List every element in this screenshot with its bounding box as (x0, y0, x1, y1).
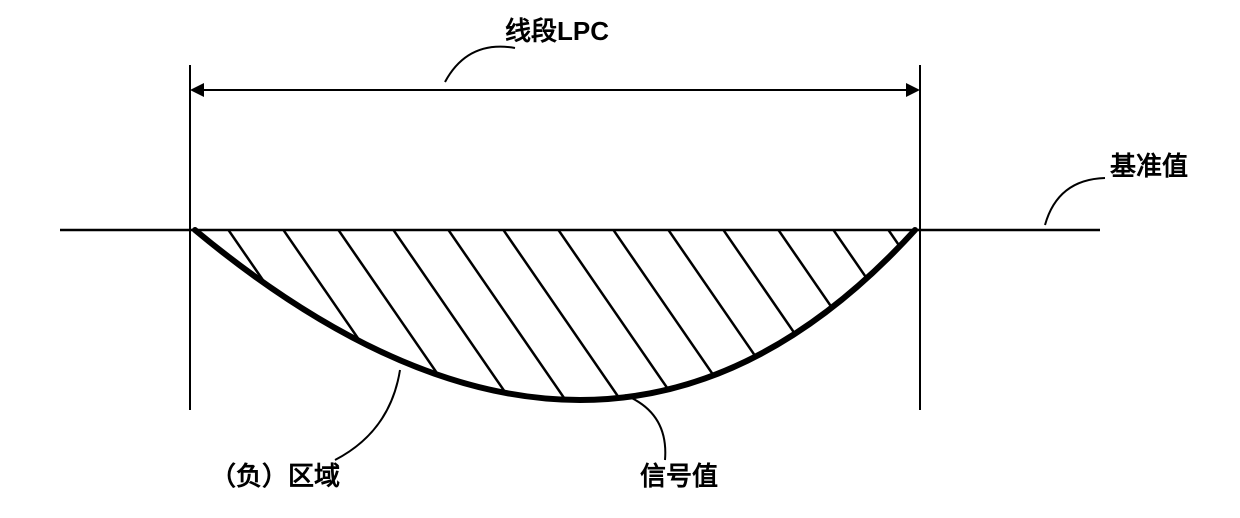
dimension-lpc (190, 83, 920, 97)
label-region: （负）区域 (210, 461, 340, 491)
pointer-bottom-right (625, 395, 665, 460)
pointer-bottom-left (335, 370, 400, 460)
pointer-right (1045, 178, 1105, 225)
label-baseline: 基准值 (1110, 151, 1188, 181)
pointer-top (445, 47, 515, 82)
label-signal: 信号值 (640, 461, 718, 491)
hatched-region (0, 225, 1240, 518)
signal-curve (195, 230, 915, 400)
label-lpc: 线段LPC (505, 16, 609, 46)
